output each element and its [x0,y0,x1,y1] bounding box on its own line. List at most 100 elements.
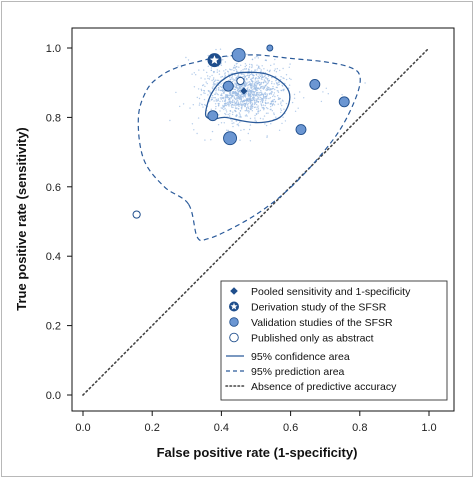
cloud-dot [235,77,238,79]
cloud-dot [240,94,242,96]
cloud-dot [235,97,238,99]
cloud-dot [280,108,282,110]
cloud-dot [322,91,324,93]
cloud-dot [255,55,258,58]
cloud-dot [266,97,268,100]
cloud-dot [215,48,217,51]
cloud-dot [266,87,268,90]
cloud-dot [245,109,248,112]
cloud-dot [220,76,222,78]
cloud-dot [264,96,267,98]
y-tick-label: 0.0 [46,390,61,402]
cloud-dot [231,95,233,98]
cloud-dot [251,66,253,69]
cloud-dot [256,87,258,90]
cloud-dot [242,104,244,106]
cloud-dot [251,77,253,80]
cloud-dot [215,88,218,90]
cloud-dot [215,105,217,108]
derivation-study-star [209,55,219,64]
cloud-dot [212,84,214,86]
cloud-dot [245,108,248,111]
cloud-dot [255,98,257,100]
cloud-dot [277,91,280,94]
cloud-dot [245,114,248,116]
cloud-dot [239,115,241,117]
y-axis-label: True positive rate (sensitivity) [14,127,29,311]
cloud-dot [247,90,249,92]
cloud-dot [249,92,252,94]
cloud-dot [280,109,283,112]
cloud-dot [248,70,250,72]
cloud-dot [245,84,247,86]
cloud-dot [224,96,226,99]
cloud-dot [320,100,323,103]
cloud-dot [288,87,290,89]
cloud-dot [269,89,271,91]
cloud-dot [220,107,222,109]
y-tick-label: 0.8 [46,112,61,124]
cloud-dot [249,78,252,81]
cloud-dot [273,92,276,94]
cloud-dot [221,89,224,91]
cloud-dot [271,104,274,107]
cloud-dot [254,119,256,121]
cloud-dot [273,104,276,106]
cloud-dot [213,77,215,79]
cloud-dot [233,104,236,106]
cloud-dot [273,112,275,114]
cloud-dot [218,103,220,106]
cloud-dot [223,90,226,92]
y-tick-label: 0.4 [46,251,61,263]
x-tick-label: 0.6 [283,422,298,434]
cloud-dot [175,91,177,94]
cloud-dot [282,116,284,119]
cloud-dot [246,53,248,55]
cloud-dot [182,103,185,105]
cloud-dot [217,98,219,100]
cloud-dot [209,92,212,94]
cloud-dot [255,95,257,97]
cloud-dot [255,101,257,103]
cloud-dot [211,79,213,82]
cloud-dot [244,80,246,83]
y-tick-label: 0.2 [46,321,61,333]
cloud-dot [226,111,228,113]
cloud-dot [278,97,280,99]
cloud-dot [204,85,206,88]
cloud-dot [266,86,269,88]
cloud-dot [248,76,250,79]
cloud-dot [234,67,236,69]
cloud-dot [222,59,224,61]
cloud-dot [238,90,241,93]
cloud-dot [276,68,278,70]
cloud-dot [231,113,234,116]
cloud-dot [218,70,221,72]
cloud-dot [257,98,259,100]
cloud-dot [220,98,222,100]
cloud-dot [211,87,213,89]
cloud-dot [248,75,250,77]
cloud-dot [227,94,229,97]
cloud-dot [260,69,262,71]
cloud-dot [257,57,259,59]
cloud-dot [245,101,248,103]
cloud-dot [239,96,241,99]
cloud-dot [258,92,261,94]
cloud-dot [199,102,201,104]
cloud-dot [223,70,225,72]
cloud-dot [265,83,268,85]
cloud-dot [224,105,226,107]
cloud-dot [197,88,200,90]
cloud-dot [222,97,225,100]
legend-open-circle-icon [229,332,239,343]
cloud-dot [261,87,263,89]
cloud-dot [237,76,240,78]
cloud-dot [247,105,249,107]
cloud-dot [293,93,296,96]
cloud-dot [246,98,248,101]
cloud-dot [242,94,245,96]
cloud-dot [251,89,253,92]
cloud-dot [245,107,248,109]
cloud-dot [265,84,267,87]
